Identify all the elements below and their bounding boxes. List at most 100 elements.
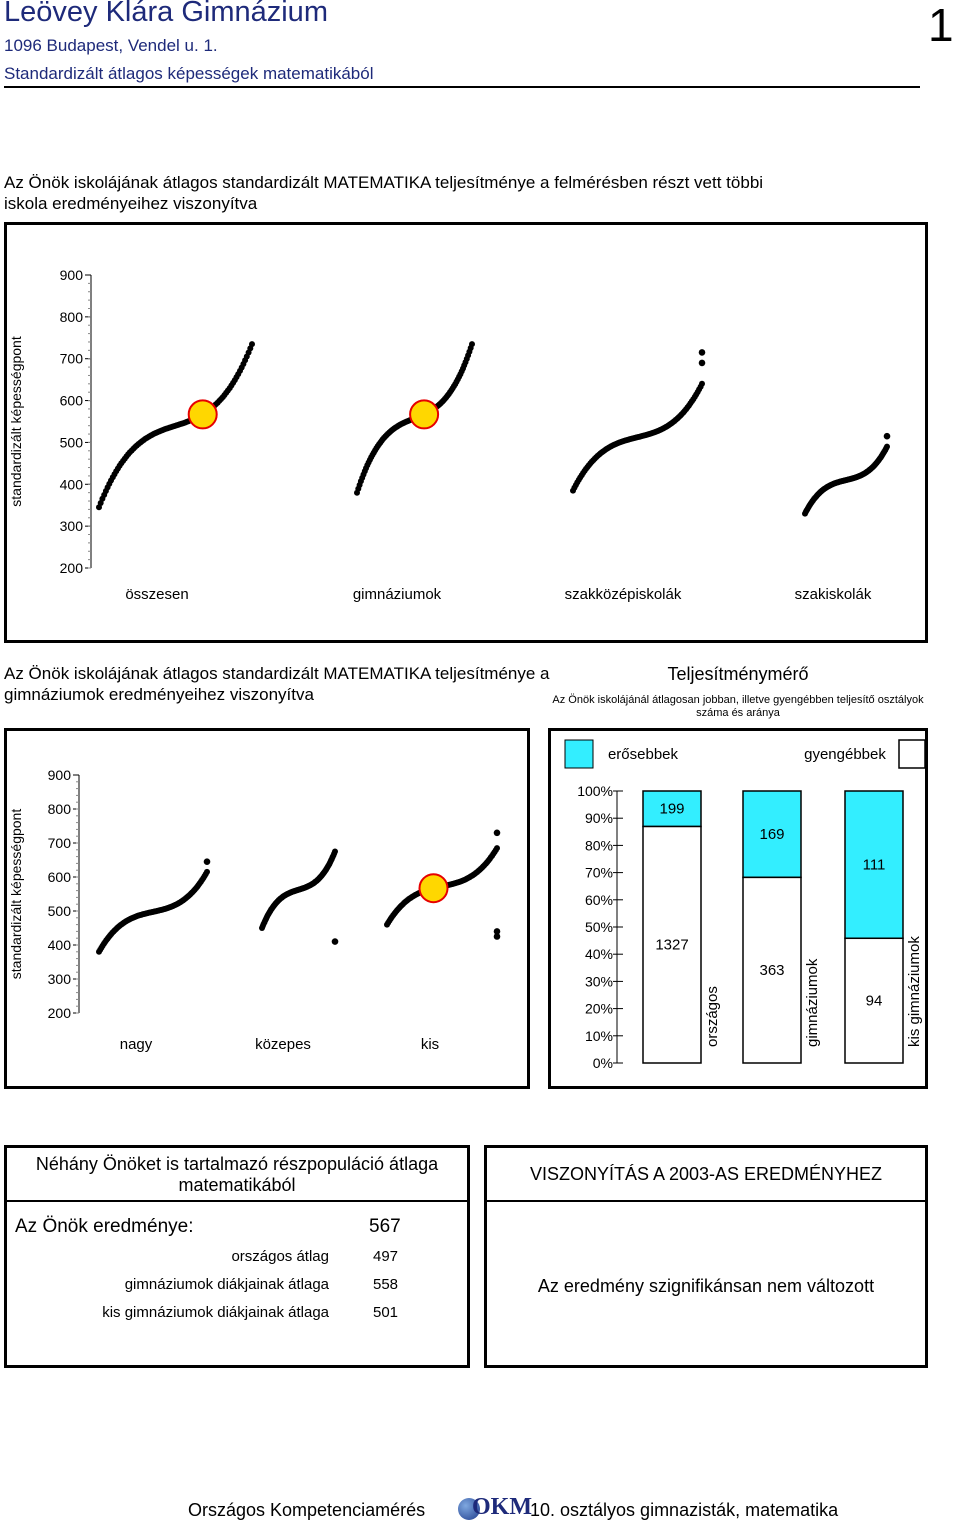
group-label: gimnáziumok: [353, 586, 442, 603]
school-marker: [187, 399, 218, 430]
chart-all-schools: 900 800 700 600 500 400 300 200 standardizált ké…: [4, 222, 928, 643]
chart-all-schools-svg: 900 800 700 600 500 400 300 200 standardizált ké…: [8, 267, 891, 603]
y-tick-label: 600: [60, 393, 84, 409]
your-result-value: 567: [369, 1216, 401, 1237]
y-tick-label: 70%: [585, 865, 613, 881]
bar-weaker: [844, 937, 904, 1064]
outlier-point: [493, 829, 501, 837]
footer-right-text: 10. osztályos gimnazisták, matematika: [530, 1500, 839, 1520]
y-tick-label: 200: [48, 1005, 72, 1021]
legend-label-weaker: gyengébbek: [804, 746, 886, 763]
y-tick-label: 0%: [593, 1055, 613, 1071]
y-tick-label: 90%: [585, 810, 613, 826]
y-tick-label: 700: [48, 835, 72, 851]
data-point: [469, 341, 475, 348]
teljesitmeny-subtitle: Az Önök iskolájánál átlagosan jobban, il…: [552, 694, 924, 719]
data-point: [494, 845, 500, 852]
subpop-row-value: 497: [373, 1248, 399, 1265]
globe-icon: [458, 1498, 480, 1520]
subpop-row-label: kis gimnáziumok diákjainak átlaga: [102, 1304, 329, 1321]
section2-title: Az Önök iskolájának átlagos standardizál…: [4, 664, 550, 704]
school-marker: [409, 399, 440, 430]
subpop-row-label: országos átlag: [231, 1248, 329, 1265]
outlier-point: [698, 349, 706, 356]
y-tick-label: 60%: [585, 892, 613, 908]
y-tick-label: 30%: [585, 973, 613, 989]
y-tick-label: 500: [48, 903, 72, 919]
school-marker: [418, 873, 449, 904]
chart-performance-meter-svg: erősebbek gyengébbek 100% 90% 80% 70% 60% 50% 40…: [564, 739, 926, 1071]
okm-logo-text: OKM: [472, 1494, 532, 1520]
y-tick-label: 300: [60, 518, 84, 534]
bar-value-stronger: 169: [759, 826, 784, 843]
bar-value-stronger: 111: [863, 857, 886, 874]
outlier-point: [698, 359, 706, 367]
page-number: 1: [928, 0, 954, 51]
teljesitmeny-title: Teljesítménymérő: [667, 664, 809, 684]
subpopulation-title: Néhány Önöket is tartalmazó részpopuláci…: [35, 1154, 439, 1195]
bar-stronger: [844, 790, 904, 940]
bar-stronger: [742, 790, 802, 879]
subpop-row-label: gimnáziumok diákjainak átlaga: [124, 1276, 329, 1293]
data-point: [204, 868, 210, 875]
outlier-point: [203, 858, 211, 865]
y-tick-label: 20%: [585, 1001, 613, 1017]
subpop-row-value: 558: [373, 1276, 399, 1293]
group-label: nagy: [120, 1036, 153, 1053]
group-label: szakközépiskolák: [565, 586, 682, 603]
bar-value-weaker: 1327: [655, 937, 688, 954]
data-point: [249, 341, 255, 348]
outlier-point: [493, 933, 501, 940]
group-label: szakiskolák: [795, 586, 872, 603]
outlier-point: [883, 432, 891, 440]
group-label: összesen: [125, 586, 188, 603]
data-point: [699, 380, 705, 387]
okm-logo: OKM: [458, 1494, 532, 1522]
y-tick-label: 400: [48, 937, 72, 953]
y-tick-label: 200: [60, 560, 84, 576]
subpopulation-box: Néhány Önöket is tartalmazó részpopuláci…: [4, 1145, 470, 1368]
footer-left-text: Országos Kompetenciamérés: [188, 1500, 426, 1520]
legend-label-stronger: erősebbek: [608, 746, 679, 763]
header-rule: [4, 86, 920, 88]
y-tick-label: 50%: [585, 919, 613, 935]
group-label: közepes: [255, 1036, 311, 1053]
y-tick-label: 900: [48, 767, 72, 783]
footer: Országos Kompetenciamérés OKM 10. osztál…: [0, 1494, 960, 1526]
report-subtitle: Standardizált átlagos képességek matemat…: [4, 64, 374, 83]
category-label: kis gimnáziumok: [906, 936, 923, 1047]
data-point: [332, 848, 338, 855]
category-label: gimnáziumok: [804, 958, 821, 1047]
y-tick-label: 80%: [585, 837, 613, 853]
y-tick-label: 900: [60, 267, 84, 283]
chart-performance-meter: erősebbek gyengébbek 100% 90% 80% 70% 60% 50% 40…: [548, 728, 928, 1089]
y-tick-label: 40%: [585, 946, 613, 962]
y-tick-label: 600: [48, 869, 72, 885]
comparison-result: Az eredmény szignifikánsan nem változott: [537, 1276, 875, 1296]
comparison-divider: [487, 1200, 925, 1202]
comparison-box: VISZONYÍTÁS A 2003-AS EREDMÉNYHEZ Az ere…: [484, 1145, 928, 1368]
y-axis-label: standardizált képességpont: [8, 336, 24, 507]
y-tick-label: 10%: [585, 1028, 613, 1044]
outlier-point: [493, 928, 501, 935]
school-name: Leövey Klára Gimnázium: [4, 0, 328, 28]
your-result-label: Az Önök eredménye:: [15, 1216, 194, 1237]
subpop-row-value: 501: [373, 1304, 399, 1321]
y-tick-label: 800: [48, 801, 72, 817]
subpopulation-divider: [7, 1200, 467, 1202]
y-tick-label: 400: [60, 476, 84, 492]
bar-value-weaker: 363: [759, 962, 784, 979]
legend-swatch-weaker: [898, 739, 926, 769]
bar-value-weaker: 94: [866, 993, 883, 1010]
data-point: [884, 443, 890, 450]
y-axis-label: standardizált képességpont: [8, 809, 24, 980]
y-tick-label: 500: [60, 434, 84, 450]
y-tick-label: 700: [60, 351, 84, 367]
y-tick-label: 100%: [577, 783, 613, 799]
chart-gymnasiums-svg: 900 800 700 600 500 400 300 200 standardizált ké…: [8, 767, 501, 1053]
section1-title: Az Önök iskolájának átlagos standardizál…: [4, 173, 764, 213]
bar-weaker: [642, 825, 702, 1064]
y-tick-label: 800: [60, 309, 84, 325]
bar-value-stronger: 199: [659, 801, 684, 818]
group-label: kis: [421, 1036, 439, 1053]
